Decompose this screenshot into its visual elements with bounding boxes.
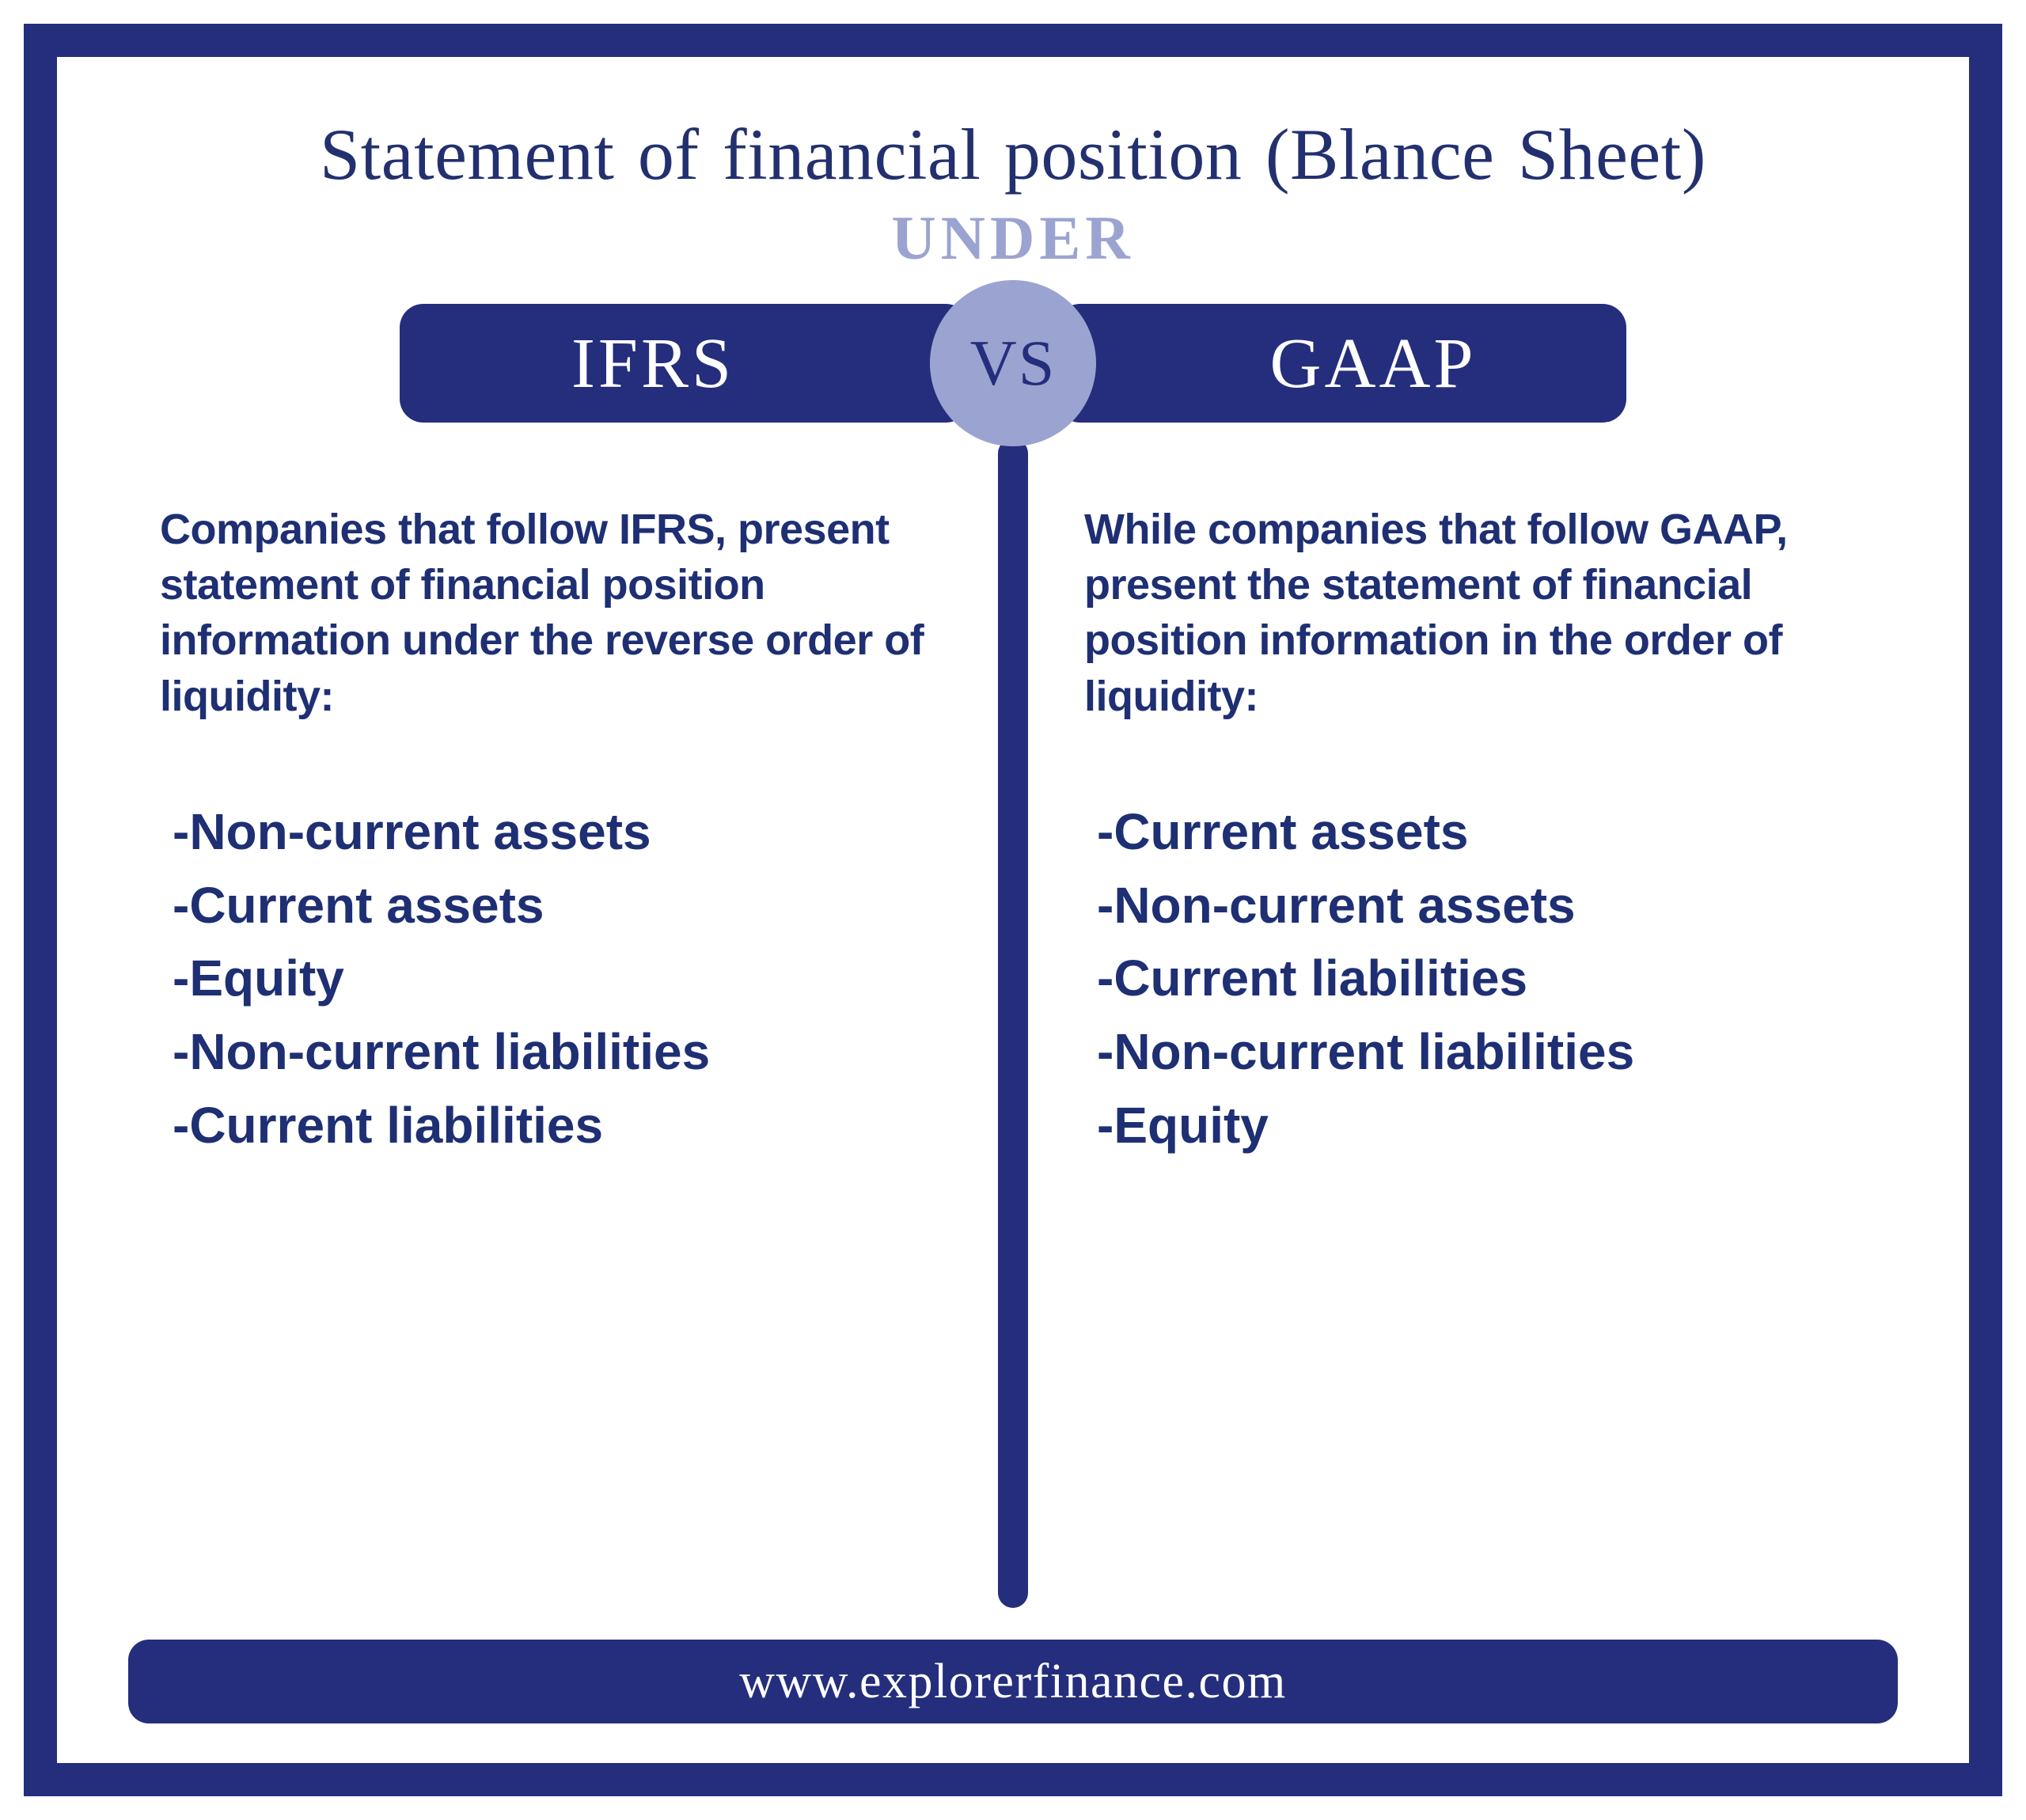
- ifrs-column: Companies that follow IFRS, present stat…: [144, 502, 1013, 1600]
- list-item: -Current liabilities: [1097, 942, 1866, 1015]
- list-item: -Non-current liabilities: [173, 1015, 966, 1089]
- list-item: -Current assets: [1097, 795, 1866, 869]
- vs-label: VS: [970, 326, 1057, 400]
- under-label: UNDER: [128, 203, 1898, 274]
- page-title: Statement of financial position (Blance …: [128, 112, 1898, 196]
- list-item: -Equity: [1097, 1089, 1866, 1162]
- ifrs-list: -Non-current assets -Current assets -Equ…: [160, 795, 966, 1162]
- vertical-divider: [998, 438, 1028, 1608]
- ifrs-description: Companies that follow IFRS, present stat…: [160, 502, 966, 724]
- comparison-header: IFRS VS GAAP: [128, 296, 1898, 430]
- list-item: -Equity: [173, 942, 966, 1015]
- ifrs-label: IFRS: [571, 323, 734, 404]
- content-area: Companies that follow IFRS, present stat…: [128, 462, 1898, 1624]
- gaap-list: -Current assets -Non-current assets -Cur…: [1084, 795, 1866, 1162]
- list-item: -Non-current assets: [1097, 869, 1866, 942]
- footer-bar: www.explorerfinance.com: [128, 1640, 1898, 1723]
- vs-circle: VS: [930, 280, 1096, 446]
- gaap-description: While companies that follow GAAP, presen…: [1084, 502, 1866, 724]
- gaap-label: GAAP: [1269, 323, 1476, 404]
- list-item: -Non-current liabilities: [1097, 1015, 1866, 1089]
- list-item: -Current liabilities: [173, 1089, 966, 1162]
- ifrs-pill: IFRS: [400, 304, 969, 423]
- gaap-pill: GAAP: [1057, 304, 1626, 423]
- list-item: -Current assets: [173, 869, 966, 942]
- border-frame: Statement of financial position (Blance …: [24, 24, 2002, 1796]
- outer-frame: Statement of financial position (Blance …: [0, 0, 2026, 1820]
- list-item: -Non-current assets: [173, 795, 966, 869]
- footer-url: www.explorerfinance.com: [739, 1654, 1287, 1710]
- gaap-column: While companies that follow GAAP, presen…: [1013, 502, 1882, 1600]
